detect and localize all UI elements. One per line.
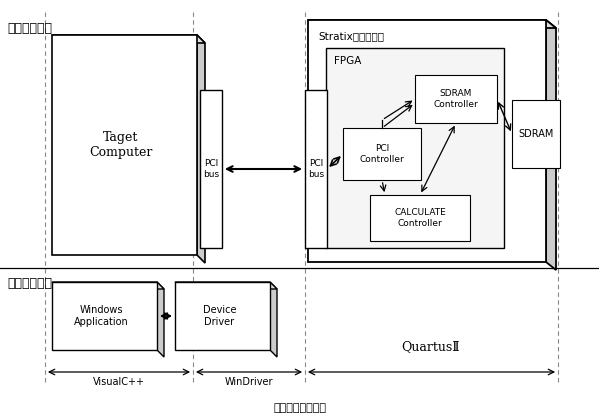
Bar [308, 20, 546, 262]
Text: Stratix評価キット: Stratix評価キット [318, 31, 384, 41]
Text: PCI
bus: PCI bus [203, 159, 219, 178]
Bar [52, 282, 157, 350]
Polygon shape [308, 20, 556, 28]
Bar [415, 75, 497, 123]
Polygon shape [52, 35, 205, 43]
Polygon shape [52, 282, 164, 289]
Text: ソフトウェア: ソフトウェア [7, 277, 52, 290]
Polygon shape [157, 282, 164, 357]
Bar [512, 100, 560, 168]
Text: PCI
bus: PCI bus [308, 159, 324, 178]
Polygon shape [197, 35, 205, 263]
Text: PCI
Controller: PCI Controller [359, 144, 404, 164]
Text: 図１　設計構成図: 図１ 設計構成図 [273, 403, 326, 413]
Text: CALCULATE
Controller: CALCULATE Controller [394, 208, 446, 228]
Text: SDRAM: SDRAM [518, 129, 553, 139]
Text: ハードウェア: ハードウェア [7, 22, 52, 35]
Bar [343, 128, 421, 180]
Bar [175, 282, 270, 350]
Text: Device
Driver: Device Driver [202, 305, 236, 327]
Text: Taget
Computer: Taget Computer [89, 131, 152, 159]
Polygon shape [270, 282, 277, 357]
Text: VisualC++: VisualC++ [93, 377, 145, 387]
Text: SDRAM
Controller: SDRAM Controller [434, 89, 479, 109]
Bar [52, 35, 197, 255]
Bar [200, 90, 222, 248]
Bar [326, 48, 504, 248]
Text: FPGA: FPGA [334, 56, 361, 66]
Text: QuartusⅡ: QuartusⅡ [402, 341, 460, 354]
Polygon shape [175, 282, 277, 289]
Text: Windows
Application: Windows Application [74, 305, 129, 327]
Bar [305, 90, 327, 248]
Polygon shape [546, 20, 556, 270]
Text: WinDriver: WinDriver [225, 377, 273, 387]
Bar [370, 195, 470, 241]
